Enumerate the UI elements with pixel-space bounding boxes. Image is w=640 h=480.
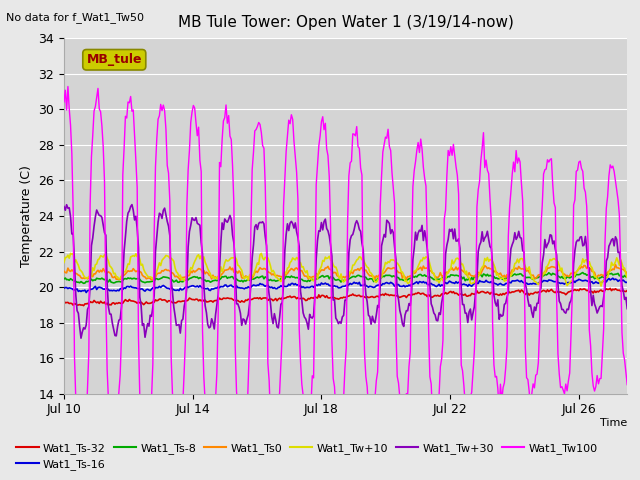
Y-axis label: Temperature (C): Temperature (C) bbox=[20, 165, 33, 267]
Text: MB_tule: MB_tule bbox=[86, 53, 142, 66]
Legend: Wat1_Ts-32, Wat1_Ts-16, Wat1_Ts-8, Wat1_Ts0, Wat1_Tw+10, Wat1_Tw+30, Wat1_Tw100: Wat1_Ts-32, Wat1_Ts-16, Wat1_Ts-8, Wat1_… bbox=[12, 438, 602, 474]
Text: No data for f_Wat1_Tw50: No data for f_Wat1_Tw50 bbox=[6, 12, 145, 23]
Title: MB Tule Tower: Open Water 1 (3/19/14-now): MB Tule Tower: Open Water 1 (3/19/14-now… bbox=[178, 15, 513, 30]
Text: Time: Time bbox=[600, 419, 627, 429]
